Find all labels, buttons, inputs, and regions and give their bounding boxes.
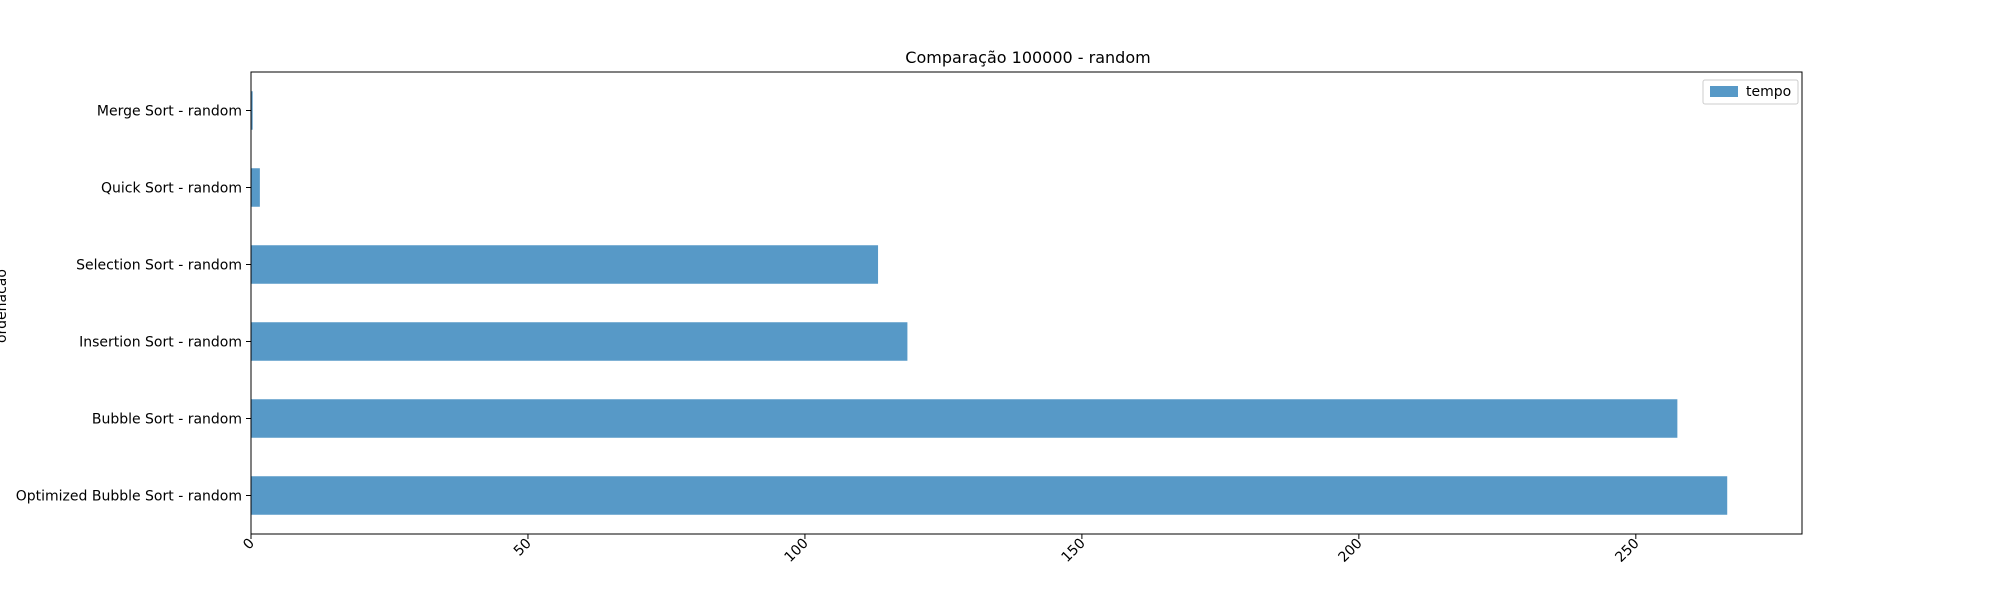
y-tick-label: Insertion Sort - random — [79, 335, 242, 351]
y-tick-label: Bubble Sort - random — [92, 412, 242, 428]
bar — [251, 322, 908, 361]
y-tick-label: Selection Sort - random — [76, 258, 242, 274]
bar — [251, 245, 879, 284]
y-axis-label: ordenacao — [0, 269, 10, 343]
y-tick-label: Optimized Bubble Sort - random — [16, 489, 242, 505]
legend-swatch — [1710, 86, 1738, 97]
bar — [251, 91, 253, 130]
y-tick-label: Merge Sort - random — [97, 104, 242, 120]
chart-title: Comparação 100000 - random — [905, 48, 1150, 67]
x-tick-label: 200 — [1335, 536, 1365, 566]
x-tick-label: 150 — [1059, 536, 1089, 566]
legend: tempo — [1702, 79, 1799, 105]
plot-frame — [250, 71, 1803, 535]
bar — [251, 476, 1728, 515]
plot-area: Optimized Bubble Sort - random Bubble Sor… — [16, 71, 1803, 566]
legend-label: tempo — [1746, 84, 1791, 100]
y-tick-label: Quick Sort - random — [101, 181, 242, 197]
x-tick-label: 100 — [782, 536, 812, 566]
x-tick-label: 250 — [1612, 536, 1642, 566]
x-tick-label: 0 — [240, 536, 258, 554]
x-tick-label: 50 — [511, 536, 535, 560]
bar — [251, 399, 1678, 438]
bar — [251, 168, 260, 207]
